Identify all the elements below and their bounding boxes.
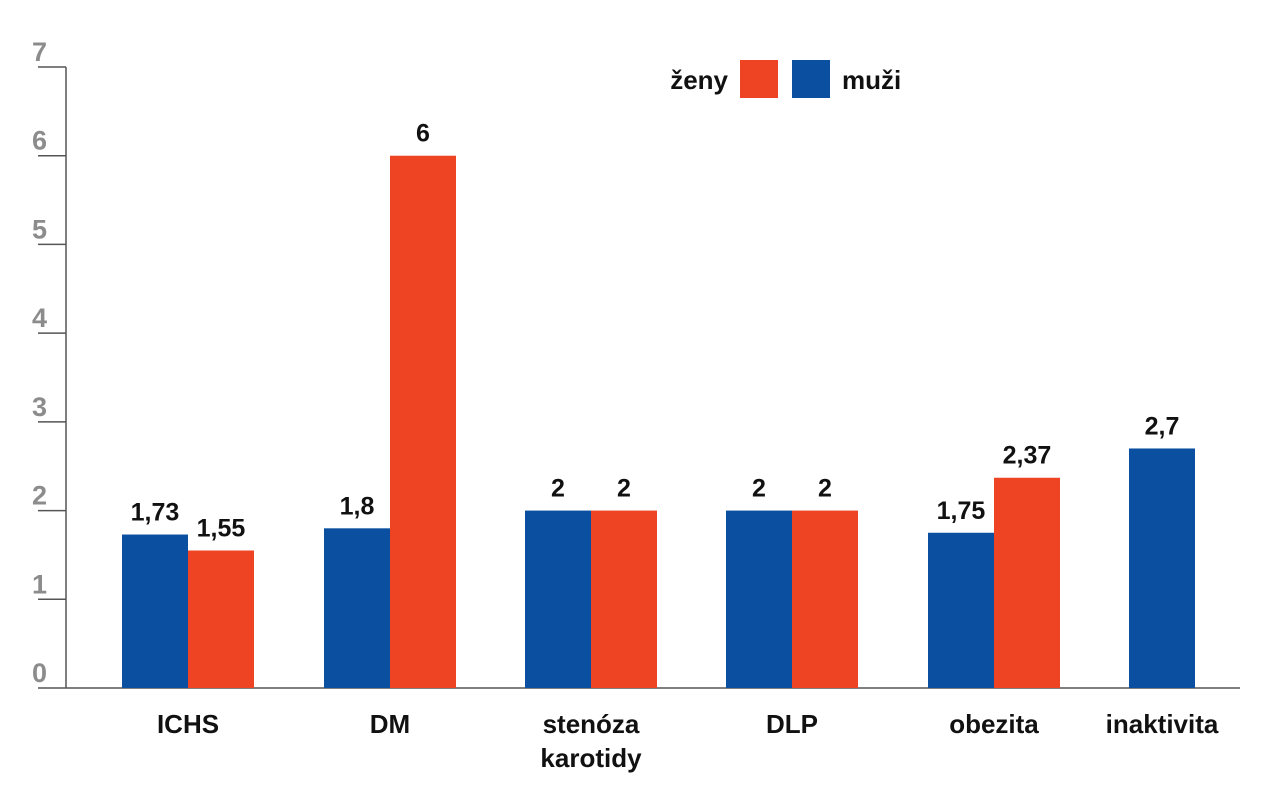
bar <box>1129 448 1195 688</box>
bar <box>324 528 390 688</box>
y-tick-label: 1 <box>32 569 47 599</box>
legend-swatch <box>792 60 830 98</box>
data-label: 6 <box>416 120 430 148</box>
x-tick-label-line: ICHS <box>157 709 219 739</box>
data-label: 2 <box>818 475 832 503</box>
x-tick-label: inaktivita <box>1106 709 1219 739</box>
y-tick-label: 5 <box>32 214 47 244</box>
x-tick-label-line: karotidy <box>540 743 642 773</box>
data-label: 1,8 <box>340 492 375 520</box>
x-tick-label: DLP <box>766 709 818 739</box>
bar <box>994 477 1060 688</box>
y-tick-label: 3 <box>32 392 47 422</box>
y-axis-ticks: 0 1 2 3 4 5 6 7 <box>32 37 66 689</box>
x-tick-label-line: inaktivita <box>1106 709 1219 739</box>
data-label: 1,73 <box>131 499 180 527</box>
bars <box>122 155 1195 688</box>
y-tick-label: 0 <box>32 658 47 688</box>
data-label: 1,55 <box>197 514 246 542</box>
bar <box>188 550 254 688</box>
data-labels: 1,73 1,55 1,8 6 2 2 2 2 1,75 2,37 2,7 <box>131 120 1180 543</box>
x-tick-label: DM <box>370 709 410 739</box>
legend-label: muži <box>842 65 901 95</box>
x-tick-label-line: stenóza <box>543 709 640 739</box>
y-tick-label: 4 <box>32 303 47 333</box>
x-tick-label-line: DM <box>370 709 410 739</box>
data-label: 2 <box>617 475 631 503</box>
x-tick-label-line: obezita <box>949 709 1039 739</box>
bar <box>792 510 858 688</box>
legend-label: ženy <box>670 65 728 95</box>
x-tick-label-line: DLP <box>766 709 818 739</box>
x-tick-label: stenóza karotidy <box>540 709 642 773</box>
x-tick-label: obezita <box>949 709 1039 739</box>
bar <box>928 532 994 688</box>
data-label: 2 <box>752 475 766 503</box>
data-label: 2,7 <box>1145 412 1180 440</box>
bar <box>726 510 792 688</box>
x-axis-labels: ICHS DM stenóza karotidy DLP obezita inaktivit… <box>157 709 1219 773</box>
bar <box>525 510 591 688</box>
bar <box>122 534 188 688</box>
y-tick-label: 2 <box>32 481 47 511</box>
legend-swatch <box>740 60 778 98</box>
legend: ženy muži <box>670 60 901 98</box>
bar <box>591 510 657 688</box>
y-tick-label: 6 <box>32 126 47 156</box>
x-tick-label: ICHS <box>157 709 219 739</box>
data-label: 1,75 <box>937 497 986 525</box>
bar <box>390 155 456 688</box>
data-label: 2 <box>551 475 565 503</box>
data-label: 2,37 <box>1003 442 1052 470</box>
y-tick-label: 7 <box>32 37 47 67</box>
